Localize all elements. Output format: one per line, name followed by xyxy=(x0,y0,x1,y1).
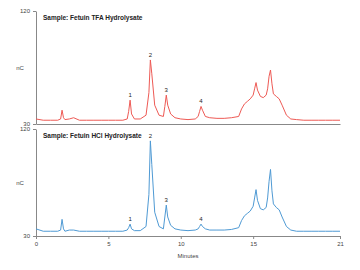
chart: 30120nCSample: Fetuin TFA Hydrolysate123… xyxy=(0,0,360,270)
plot-area xyxy=(36,141,340,231)
x-tick: 5 xyxy=(107,236,111,247)
peak-label: 3 xyxy=(165,197,169,203)
x-tick-label: 15 xyxy=(250,241,257,247)
x-tick: 0 xyxy=(35,236,39,247)
y-axis-line xyxy=(36,12,37,125)
peak-label: 2 xyxy=(149,133,153,139)
plot-area xyxy=(36,60,340,120)
y-tick: 30 xyxy=(23,233,36,239)
y-tick-label: 120 xyxy=(20,8,31,14)
y-tick-mark xyxy=(33,11,36,12)
x-tick: 10 xyxy=(178,236,185,247)
trace xyxy=(36,141,340,231)
y-tick: 120 xyxy=(20,8,36,14)
peak-label: 1 xyxy=(128,92,132,98)
trace xyxy=(36,60,340,120)
x-tick-mark xyxy=(253,236,254,239)
peak-label: 4 xyxy=(199,216,203,222)
x-tick-label: 5 xyxy=(107,241,111,247)
x-tick-mark xyxy=(181,236,182,239)
x-tick: 15 xyxy=(250,236,257,247)
x-tick-label: 0 xyxy=(35,241,39,247)
peak-label: 1 xyxy=(128,216,132,222)
x-tick-label: 21 xyxy=(337,241,344,247)
x-tick: 21 xyxy=(337,236,344,247)
y-tick-mark xyxy=(33,236,36,237)
x-axis-line xyxy=(37,236,341,237)
x-axis-line xyxy=(37,124,341,125)
y-tick: 120 xyxy=(20,126,36,132)
x-tick-mark xyxy=(36,236,37,239)
title: Sample: Fetuin TFA Hydrolysate xyxy=(43,14,143,22)
y-tick-label: 30 xyxy=(23,233,30,239)
y-axis-line xyxy=(36,130,37,237)
title: Sample: Fetuin HCl Hydrolysate xyxy=(43,132,142,140)
y-axis-title: nC xyxy=(16,65,24,71)
x-tick-mark xyxy=(340,236,341,239)
y-axis-title: nC xyxy=(16,180,24,186)
y-tick-mark xyxy=(33,124,36,125)
y-tick-label: 120 xyxy=(20,126,31,132)
peak-label: 2 xyxy=(149,52,153,58)
x-tick-mark xyxy=(108,236,109,239)
x-axis: 0 5 10 15 21 xyxy=(35,236,345,247)
peak-label: 4 xyxy=(199,98,203,104)
x-axis xyxy=(37,124,341,125)
x-tick-label: 10 xyxy=(178,241,185,247)
y-tick-mark xyxy=(33,129,36,130)
panel: 3012005101521nCMinutesSample: Fetuin HCl… xyxy=(16,126,344,259)
panel: 30120nCSample: Fetuin TFA Hydrolysate123… xyxy=(16,8,340,127)
x-axis-title: Minutes xyxy=(177,253,198,259)
peak-label: 3 xyxy=(165,87,169,93)
